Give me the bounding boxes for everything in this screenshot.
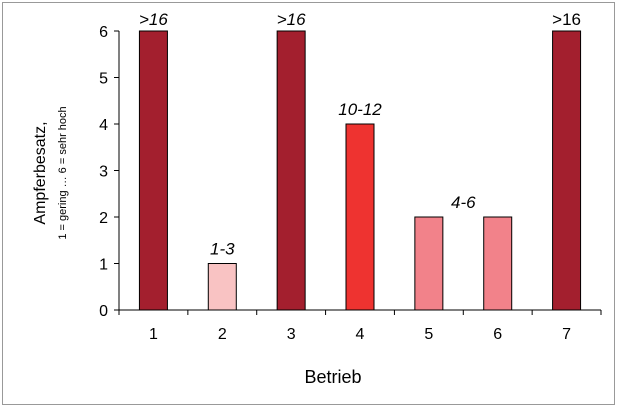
y-tick-label: 3 — [99, 164, 108, 181]
bar-annotation: >16 — [277, 10, 306, 29]
x-tick-label: 1 — [149, 326, 158, 343]
y-tick-label: 1 — [99, 257, 108, 274]
x-tick-label: 5 — [424, 326, 433, 343]
x-tick-label: 7 — [562, 326, 571, 343]
bar-chart: 0 1 2 3 4 5 6 1 2 3 4 5 6 7 >16 1-3 >16 10-12 4-6 >16 Ampfe… — [32, 10, 602, 387]
y-tick-label: 2 — [99, 210, 108, 227]
x-tick-label: 4 — [356, 326, 365, 343]
bar-annotation: 10-12 — [338, 100, 382, 119]
bar-6 — [483, 216, 513, 311]
y-tick-label: 0 — [99, 303, 108, 320]
bar-3 — [276, 30, 306, 311]
bar-2 — [207, 263, 237, 311]
y-axis-sublabel: 1 = gering … 6 = sehr hoch — [57, 106, 69, 239]
y-tick-label: 5 — [99, 71, 108, 88]
plot-area: 0 1 2 3 4 5 6 1 2 3 4 5 6 7 >16 1-3 >16 10-12 4-6 >16 — [99, 10, 602, 343]
chart-frame: 0 1 2 3 4 5 6 1 2 3 4 5 6 7 >16 1-3 >16 10-12 4-6 >16 Ampfe… — [2, 2, 615, 405]
x-axis-label: Betrieb — [304, 367, 361, 387]
x-tick-label: 3 — [287, 326, 296, 343]
bar-annotation: 4-6 — [451, 193, 476, 212]
bar-1 — [138, 30, 168, 311]
x-tick-label: 6 — [493, 326, 502, 343]
y-axis-label: Ampferbesatz, — [32, 121, 49, 224]
bar-7 — [552, 30, 582, 311]
x-tick-label: 2 — [218, 326, 227, 343]
y-tick-label: 4 — [99, 117, 108, 134]
bar-annotation: 1-3 — [210, 240, 235, 259]
y-tick-label: 6 — [99, 24, 108, 41]
bar-4 — [345, 123, 375, 311]
bar-5 — [414, 216, 444, 311]
bar-annotation: >16 — [552, 10, 581, 29]
bar-annotation: >16 — [139, 10, 168, 29]
